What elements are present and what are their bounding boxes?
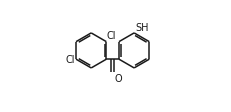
- Text: SH: SH: [135, 22, 149, 32]
- Text: Cl: Cl: [66, 55, 75, 65]
- Text: Cl: Cl: [107, 31, 116, 41]
- Text: O: O: [114, 73, 122, 83]
